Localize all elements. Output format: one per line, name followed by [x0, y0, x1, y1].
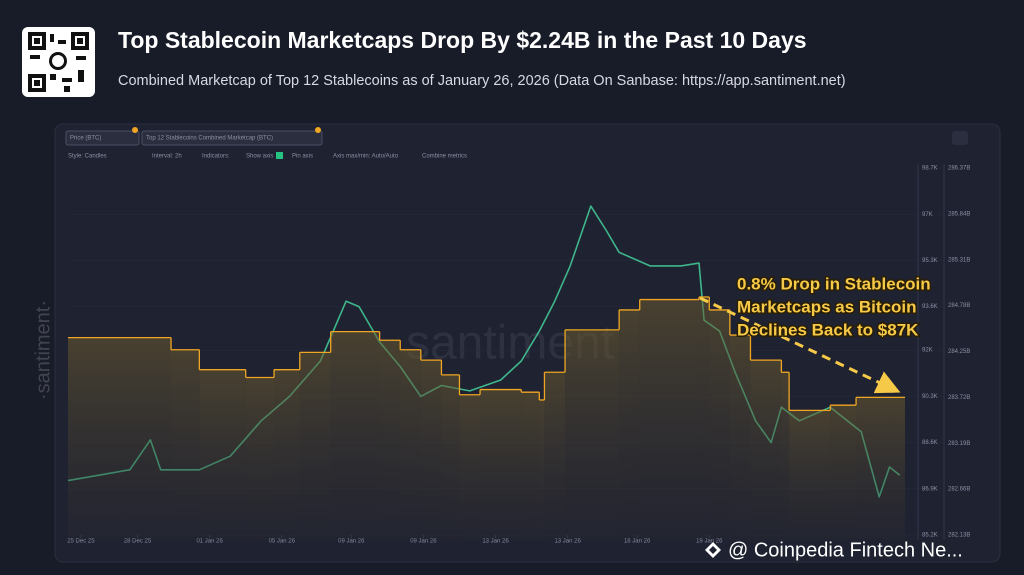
tab-dot — [132, 127, 138, 133]
area-step — [565, 329, 620, 540]
x-tick-label: 05 Jan 26 — [269, 539, 296, 545]
area-step — [729, 335, 751, 540]
side-watermark: ·santiment· — [32, 300, 54, 400]
area-step — [781, 372, 790, 540]
plot: 98.7K 97K 95.3K 93.6K 92K 90.3K 88.6K 86.9K 85.2… — [67, 166, 970, 545]
area-step — [274, 369, 300, 540]
area-step — [539, 399, 545, 540]
area-step — [199, 369, 246, 540]
y2-tick-label: 286.37B — [948, 166, 970, 172]
area-step — [856, 397, 905, 540]
x-tick-label: 19 Jan 26 — [696, 539, 723, 545]
x-tick-label: 01 Jan 26 — [196, 539, 223, 545]
area-step — [830, 405, 857, 540]
area-step — [299, 352, 331, 540]
annotation: Declines Back to $87K — [737, 320, 919, 339]
y2-tick-label: 283.72B — [948, 395, 970, 401]
area-step — [459, 394, 481, 540]
y-tick-label: 88.6K — [922, 440, 938, 446]
area-step — [521, 392, 540, 540]
area-step — [330, 331, 380, 540]
toolbar-item[interactable]: Interval: 2h — [152, 154, 182, 160]
x-tick-label: 28 Dec 25 — [124, 539, 152, 545]
toolbar-item[interactable]: Indicators: — [202, 154, 230, 160]
x-tick-label: 09 Jan 26 — [338, 539, 365, 545]
page-subtitle: Combined Marketcap of Top 12 Stablecoins… — [118, 73, 846, 89]
y-tick-label: 85.2K — [922, 533, 938, 539]
y2-tick-label: 285.84B — [948, 211, 970, 217]
y2-tick-label: 285.31B — [948, 257, 970, 263]
checkbox[interactable] — [276, 152, 283, 159]
toolbar-item[interactable]: Show axis — [246, 154, 273, 160]
area-step — [544, 372, 566, 540]
y-tick-label: 92K — [922, 348, 933, 354]
y2-tick-label: 282.66B — [948, 487, 970, 493]
x-tick-label: 13 Jan 26 — [554, 539, 581, 545]
y2-tick-label: 282.13B — [948, 533, 970, 539]
settings-button[interactable] — [952, 131, 968, 145]
area-step — [171, 349, 200, 540]
area-step — [709, 309, 730, 540]
area-step — [750, 360, 782, 540]
annotation: Marketcaps as Bitcoin — [737, 297, 917, 316]
y2-tick-label: 284.25B — [948, 349, 970, 355]
area-step — [441, 374, 460, 540]
area-step — [480, 389, 522, 540]
area-step — [698, 296, 710, 540]
toolbar-item[interactable]: Axis max/min: Auto/Auto — [333, 154, 399, 160]
tab[interactable] — [141, 130, 323, 146]
toolbar-item[interactable]: Style: Candles — [68, 154, 107, 160]
area-step — [245, 377, 275, 540]
y-tick-label: 90.3K — [922, 394, 938, 400]
footer-watermark: @ Coinpedia Fintech Ne... — [705, 539, 963, 561]
tab[interactable] — [65, 130, 140, 146]
x-tick-label: 25 Dec 25 — [67, 539, 95, 545]
tab-dot — [315, 127, 321, 133]
tab-label[interactable]: Price (BTC) — [70, 136, 101, 142]
y-tick-label: 93.6K — [922, 304, 938, 310]
x-tick-label: 13 Jan 26 — [482, 539, 509, 545]
y2-tick-label: 284.78B — [948, 303, 970, 309]
area-step — [789, 410, 831, 540]
toolbar-item[interactable]: Combine metrics — [422, 154, 467, 160]
area-step — [639, 299, 699, 540]
footer-text: @ Coinpedia Fintech Ne... — [728, 539, 963, 561]
area-step — [420, 360, 442, 540]
x-tick-label: 09 Jan 26 — [410, 539, 437, 545]
annotation: 0.8% Drop in Stablecoin — [737, 274, 931, 293]
x-tick-label: 16 Jan 26 — [624, 539, 651, 545]
area-step — [619, 309, 640, 540]
y-tick-label: 86.9K — [922, 486, 938, 492]
toolbar-item[interactable]: Pin axis — [292, 154, 313, 160]
tab-label[interactable]: Top 12 Stablecoins Combined Marketcap (B… — [146, 136, 273, 142]
y-tick-label: 95.3K — [922, 258, 938, 264]
qr-code — [22, 27, 95, 97]
area-step — [400, 349, 421, 540]
annotation-arrow — [699, 296, 901, 394]
y-tick-label: 97K — [922, 212, 933, 218]
page-title: Top Stablecoin Marketcaps Drop By $2.24B… — [118, 27, 807, 53]
y2-tick-label: 283.19B — [948, 441, 970, 447]
y-tick-label: 98.7K — [922, 166, 938, 172]
area-step — [379, 340, 401, 540]
area-step — [68, 337, 172, 540]
